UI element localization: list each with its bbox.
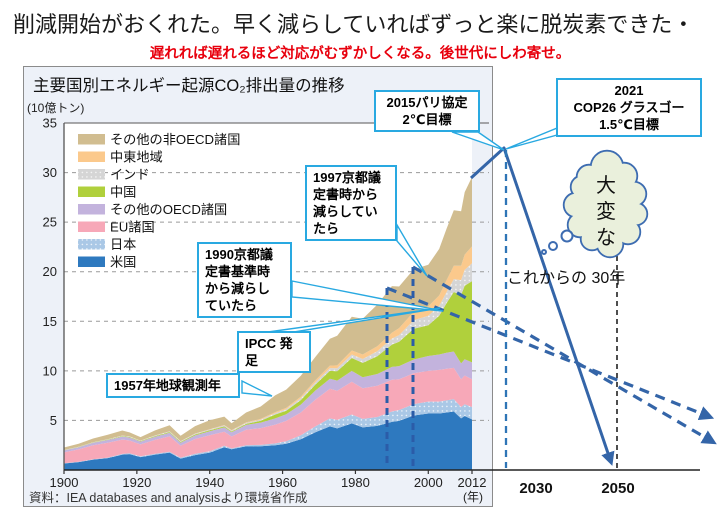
callout-ipcc: IPCC 発足 [237, 331, 311, 373]
legend-label: その他のOECD諸国 [110, 202, 227, 217]
legend-item-non_oecd_other: その他の非OECD諸国 [78, 132, 240, 147]
x-tick-label: 2000 [414, 475, 443, 490]
net-zero-path-arrow [469, 146, 615, 466]
callout-obs1957: 1957年地球観測年 [106, 373, 240, 398]
legend-swatch-japan [78, 239, 105, 250]
stacked-areas [64, 177, 472, 470]
x-axis-year-suffix: (年) [463, 490, 483, 504]
page-title: 削減開始がおくれた。早く減らしていればずっと楽に脱炭素できた・ [13, 12, 695, 37]
x-axis: 1900 1920 1940 1960 1980 2000 2012 [50, 470, 487, 490]
area-japan [64, 399, 472, 464]
projection-1990-arrow [386, 286, 715, 421]
thought-cloud-text: 変 [596, 200, 616, 223]
legend-label: 日本 [110, 237, 136, 252]
x-tick-label: 1940 [195, 475, 224, 490]
page-subtitle: 遅れれば遅れるほど対応がむずかしくなる。後世代にしわ寄せ。 [149, 46, 571, 62]
legend-item-middle_east: 中東地域 [78, 150, 163, 165]
callout-cop26: 2021 COP26 グラスゴー 1.5℃目標 [556, 78, 702, 137]
x-tick-label: 1980 [341, 475, 370, 490]
y-tick-label: 10 [43, 363, 57, 378]
legend-swatch-oecd_other [78, 204, 105, 215]
legend-label: 米国 [110, 255, 136, 270]
source-label: 資料：IEA databases and analysisより環境省作成 [29, 491, 308, 505]
legend-swatch-china [78, 186, 105, 197]
future-30-years-label: これからの 30年 [507, 270, 626, 287]
legend-label: 中東地域 [110, 150, 163, 165]
legend-swatch-india [78, 169, 105, 180]
kyoto-marker-lines [385, 267, 415, 468]
legend-item-japan: 日本 [78, 237, 136, 252]
thought-cloud-text: 大 [596, 174, 616, 197]
y-tick-label: 5 [50, 413, 57, 428]
area-eu [64, 367, 472, 464]
legend-swatch-us [78, 256, 105, 267]
legend-swatch-eu [78, 221, 105, 232]
callout-tail-paris2015 [451, 131, 505, 151]
legend-item-oecd_other: その他のOECD諸国 [78, 202, 227, 217]
area-us [64, 411, 472, 470]
callout-paris2015: 2015パリ協定 2℃目標 [374, 90, 480, 132]
legend-label: EU諸国 [110, 220, 155, 235]
callout-kyoto1997: 1997京都議 定書時から 減らしてい たら [305, 165, 397, 241]
thought-bubble-dot [541, 249, 547, 255]
projection-1997-arrow [412, 265, 717, 445]
thought-bubble-dot [548, 241, 558, 251]
legend-swatch-non_oecd_other [78, 134, 105, 145]
area-oecd_other [64, 351, 472, 453]
thought-cloud-text: な [596, 227, 616, 249]
x-tick-label: 1960 [268, 475, 297, 490]
thought-bubble-dot [560, 229, 574, 243]
callout-tail-kyoto1997 [396, 222, 428, 277]
x-tick-label: 1920 [122, 475, 151, 490]
y-axis-unit-label: (10億トン) [27, 101, 85, 115]
thought-cloud: 大変な [541, 149, 649, 259]
callout-tail-obs1957 [241, 379, 273, 397]
callout-tails [241, 125, 591, 397]
y-tick-label: 20 [43, 264, 57, 279]
legend-item-eu: EU諸国 [78, 220, 155, 235]
x-tick-label: 2012 [458, 475, 487, 490]
x-label-2030: 2030 [519, 480, 553, 497]
legend-label: 中国 [110, 185, 136, 200]
chart-title: 主要国別エネルギー起源CO₂排出量の推移 [33, 77, 345, 95]
area-china [64, 281, 472, 451]
legend-label: インド [110, 167, 150, 182]
x-tick-label: 1900 [50, 475, 79, 490]
y-tick-label: 35 [43, 116, 57, 131]
legend-item-us: 米国 [78, 255, 136, 270]
projection-arrows [386, 265, 717, 445]
legend-item-china: 中国 [78, 185, 136, 200]
legend-label: その他の非OECD諸国 [110, 132, 240, 147]
legend-swatch-middle_east [78, 151, 105, 162]
x-label-2050: 2050 [601, 480, 635, 497]
legend-item-india: インド [78, 167, 150, 182]
y-tick-label: 15 [43, 314, 57, 329]
y-tick-label: 25 [43, 215, 57, 230]
callout-tail-kyoto1990 [291, 280, 444, 312]
y-tick-label: 30 [43, 165, 57, 180]
callout-kyoto1990: 1990京都議 定書基準時 から減らし ていたら [197, 242, 292, 318]
area-non_oecd_other [64, 177, 472, 450]
